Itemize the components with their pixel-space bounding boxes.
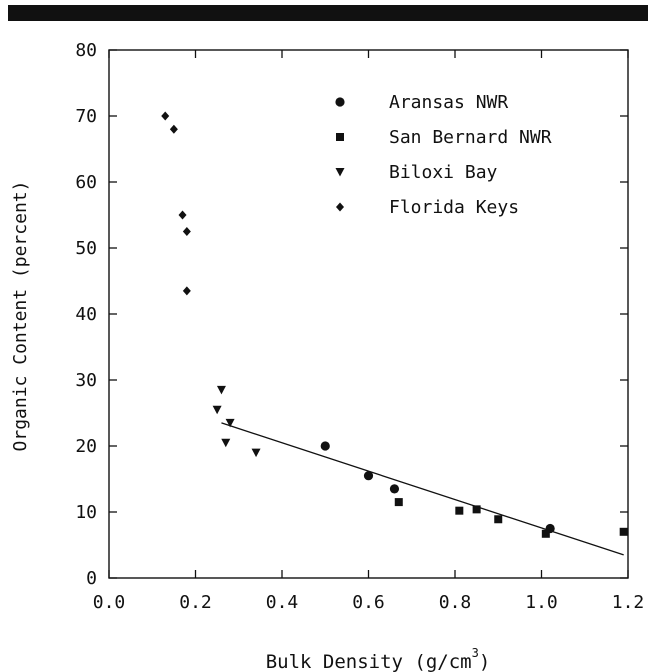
top-border-bar	[8, 5, 648, 21]
data-points	[161, 111, 628, 538]
x-axis-label: Bulk Density (g/cm3)	[266, 646, 491, 672]
point-florida-keys	[182, 227, 191, 236]
legend-label-san-bernard-nwr: San Bernard NWR	[389, 127, 552, 148]
y-tick-label: 10	[75, 502, 97, 523]
y-tick-label: 80	[75, 40, 97, 61]
x-tick-label: 0.6	[352, 592, 385, 613]
y-tick-label: 60	[75, 172, 97, 193]
point-biloxi-bay	[225, 418, 235, 428]
legend-marker-san-bernard-nwr	[336, 133, 344, 141]
point-florida-keys	[178, 210, 187, 220]
legend-marker-florida-keys	[336, 202, 344, 212]
y-tick-label: 0	[86, 568, 97, 589]
y-axis-ticks: 0 10 20 30 40 50 60 70 80	[75, 40, 628, 589]
y-tick-label: 20	[75, 436, 97, 457]
x-tick-label: 1.0	[525, 592, 558, 613]
x-axis-ticks: 0.0 0.2 0.4 0.6 0.8 1.0 1.2	[93, 50, 645, 613]
y-tick-label: 30	[75, 370, 97, 391]
x-tick-label: 1.2	[612, 592, 645, 613]
point-biloxi-bay	[216, 385, 226, 395]
point-san-bernard-nwr	[472, 505, 481, 514]
point-florida-keys	[161, 111, 170, 121]
legend-label-aransas-nwr: Aransas NWR	[389, 92, 508, 113]
point-san-bernard-nwr	[494, 515, 503, 524]
point-aransas-nwr	[363, 471, 374, 481]
x-axis-label-close: )	[479, 651, 490, 672]
point-biloxi-bay	[221, 438, 231, 448]
x-tick-label: 0.0	[93, 592, 126, 613]
point-florida-keys	[169, 124, 178, 134]
legend-marker-aransas-nwr	[335, 97, 345, 107]
y-tick-label: 50	[75, 238, 97, 259]
trend-line-group	[221, 422, 624, 556]
legend-marker-biloxi-bay	[335, 168, 345, 177]
point-san-bernard-nwr	[455, 506, 464, 515]
x-tick-label: 0.8	[439, 592, 472, 613]
legend-label-florida-keys: Florida Keys	[389, 197, 519, 218]
x-axis-label-text: Bulk Density (g/cm	[266, 651, 472, 672]
x-tick-label: 0.4	[266, 592, 299, 613]
point-san-bernard-nwr	[541, 529, 550, 538]
legend-label-biloxi-bay: Biloxi Bay	[389, 162, 498, 183]
x-tick-label: 0.2	[179, 592, 212, 613]
y-axis-label: Organic Content (percent)	[10, 181, 31, 452]
point-biloxi-bay	[212, 405, 222, 415]
trend-line	[221, 422, 624, 556]
point-san-bernard-nwr	[619, 527, 628, 536]
point-biloxi-bay	[251, 448, 261, 458]
legend: Aransas NWR San Bernard NWR Biloxi Bay Flor…	[335, 92, 552, 218]
x-axis-label-superscript: 3	[472, 646, 479, 660]
point-san-bernard-nwr	[394, 498, 403, 507]
point-aransas-nwr	[389, 484, 400, 494]
y-tick-label: 40	[75, 304, 97, 325]
y-tick-label: 70	[75, 106, 97, 127]
point-aransas-nwr	[320, 441, 330, 451]
point-florida-keys	[182, 286, 191, 296]
